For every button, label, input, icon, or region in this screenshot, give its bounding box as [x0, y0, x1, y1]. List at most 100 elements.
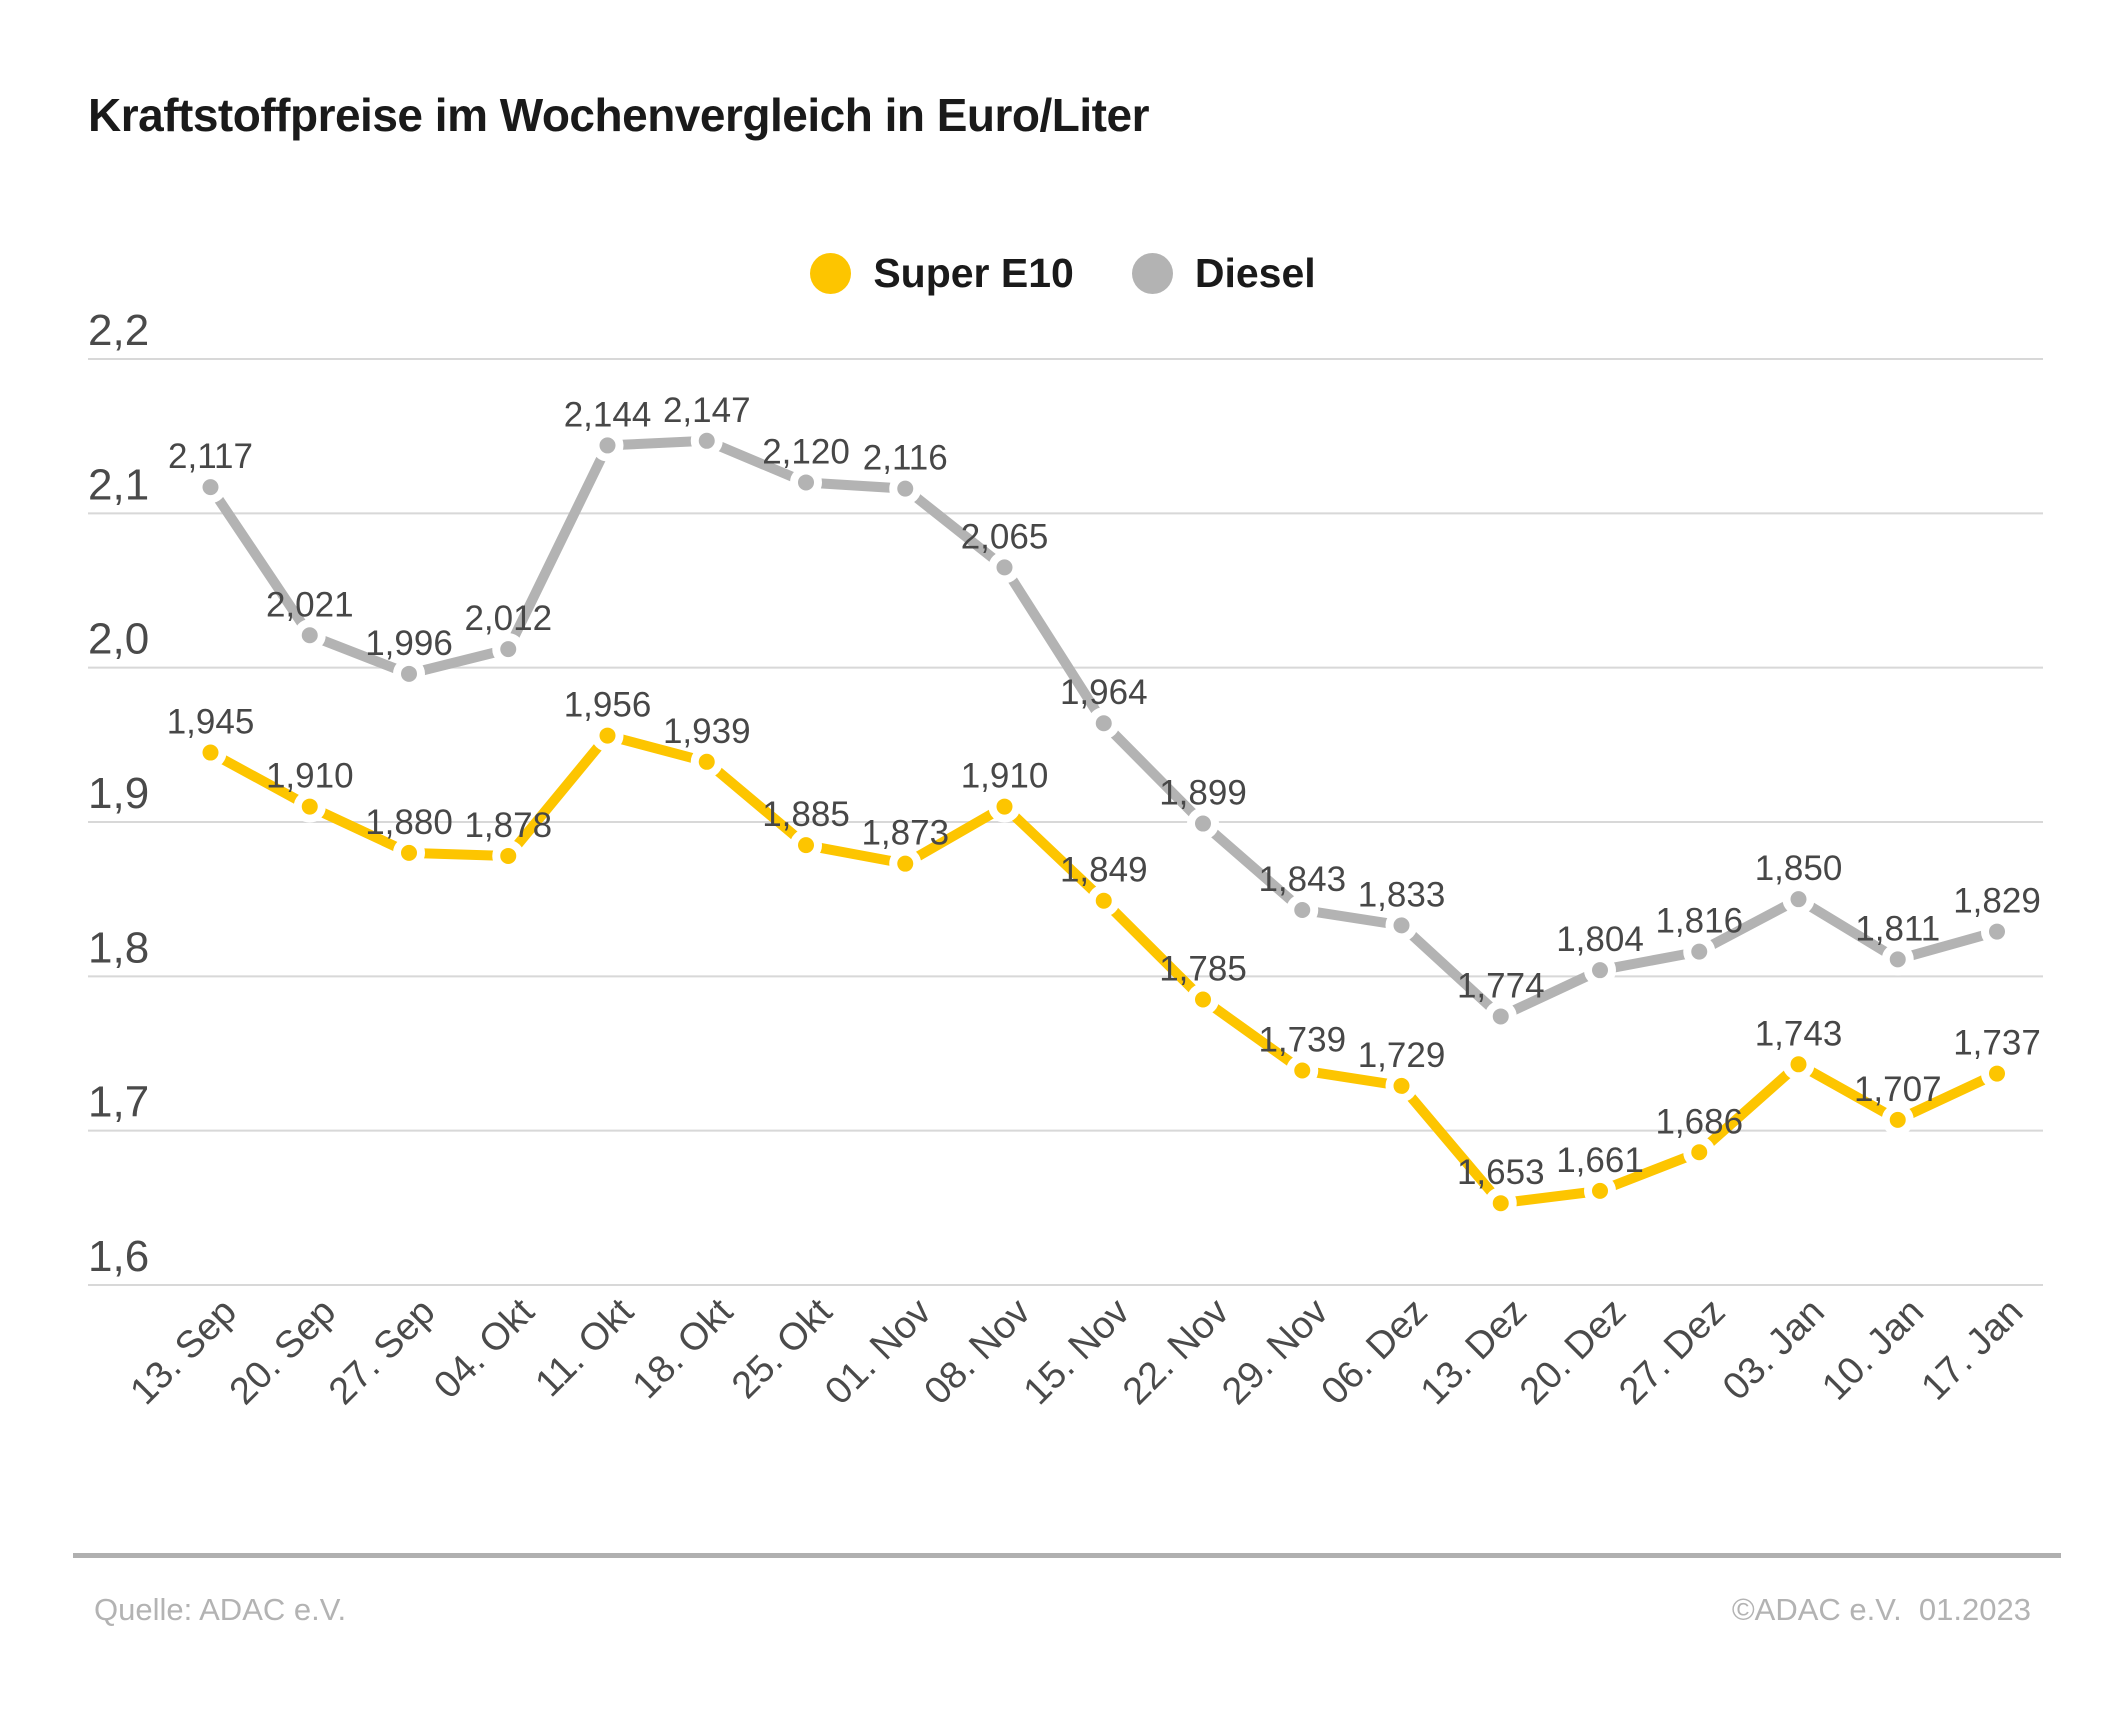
footer-divider: [73, 1553, 2061, 1558]
series-diesel: 2,117 2,021 1,996 2,012 2,144 2,147 2,120 2,116…: [168, 391, 2041, 1033]
data-point-super-e10: [1187, 983, 1219, 1016]
legend-item-diesel: Diesel: [1131, 250, 1316, 297]
x-axis-tick-label: 13. Dez: [1413, 1291, 1535, 1413]
x-axis-tick-label: 27. Sep: [321, 1291, 443, 1413]
data-point-super-e10: [293, 790, 326, 823]
data-point-super-e10: [1286, 1054, 1319, 1087]
x-axis-tick-label: 20. Sep: [222, 1291, 344, 1413]
x-axis-tick-label: 10. Jan: [1814, 1291, 1932, 1409]
data-point-label-super-e10: 1,880: [365, 803, 453, 842]
data-point-label-super-e10: 1,737: [1953, 1024, 2041, 1063]
y-axis-tick-label: 1,7: [88, 1078, 149, 1127]
data-point-label-super-e10: 1,956: [564, 686, 652, 725]
data-point-diesel: [194, 471, 227, 504]
data-point-super-e10: [1881, 1103, 1914, 1136]
source-note: Quelle: ADAC e.V.: [94, 1592, 347, 1627]
data-point-label-super-e10: 1,739: [1258, 1020, 1346, 1059]
data-point-diesel: [492, 633, 525, 666]
data-point-label-diesel: 1,829: [1953, 882, 2041, 921]
x-axis-tick-label: 20. Dez: [1512, 1291, 1634, 1413]
data-point-label-super-e10: 1,686: [1655, 1102, 1743, 1141]
data-point-label-super-e10: 1,849: [1060, 851, 1148, 890]
data-point-label-super-e10: 1,910: [961, 757, 1049, 796]
data-point-label-diesel: 2,065: [961, 517, 1049, 556]
data-point-diesel: [1584, 954, 1616, 987]
legend-label-super-e10: Super E10: [873, 250, 1074, 296]
data-point-super-e10: [690, 745, 723, 778]
x-axis-tick-label: 06. Dez: [1314, 1291, 1436, 1413]
x-axis-tick-label: 03. Jan: [1715, 1291, 1833, 1409]
x-axis-tick-label: 15. Nov: [1016, 1291, 1138, 1413]
y-axis-tick-label: 2,0: [88, 615, 149, 664]
grid-and-y-axis: 2,2 2,1 2,0 1,9 1,8 1,7 1,6: [88, 306, 2043, 1286]
data-point-diesel: [790, 466, 822, 499]
data-point-label-super-e10: 1,743: [1755, 1014, 1843, 1053]
data-point-super-e10: [988, 790, 1021, 823]
data-point-label-diesel: 1,774: [1457, 966, 1545, 1005]
data-point-super-e10: [1584, 1174, 1616, 1207]
data-point-diesel: [1087, 707, 1120, 740]
data-point-super-e10: [1484, 1187, 1517, 1220]
data-point-super-e10: [1087, 884, 1120, 917]
data-point-label-super-e10: 1,939: [663, 712, 751, 751]
x-axis-tick-label: 13. Sep: [123, 1291, 245, 1413]
x-axis-tick-label: 11. Okt: [528, 1290, 643, 1405]
data-point-diesel: [1385, 909, 1418, 942]
data-point-label-diesel: 1,843: [1258, 860, 1346, 899]
chart-title: Kraftstoffpreise im Wochenvergleich in E…: [88, 89, 1149, 141]
data-point-label-diesel: 1,996: [365, 624, 453, 663]
data-point-label-diesel: 1,833: [1358, 875, 1446, 914]
data-point-super-e10: [492, 839, 525, 872]
data-point-label-diesel: 1,899: [1159, 774, 1247, 813]
data-point-diesel: [1187, 807, 1219, 840]
data-point-diesel: [1484, 1000, 1517, 1033]
data-point-super-e10: [1385, 1069, 1418, 1102]
data-point-super-e10: [194, 736, 227, 769]
data-point-label-diesel: 1,811: [1855, 909, 1940, 948]
data-point-diesel: [393, 657, 425, 690]
data-point-label-super-e10: 1,885: [762, 795, 850, 834]
x-axis-tick-label: 22. Nov: [1115, 1291, 1237, 1413]
data-point-label-super-e10: 1,910: [266, 757, 354, 796]
data-point-label-diesel: 1,804: [1556, 920, 1644, 959]
data-point-diesel: [591, 429, 624, 462]
data-point-diesel: [1782, 883, 1815, 916]
y-axis-tick-label: 2,2: [88, 306, 149, 355]
data-point-super-e10: [591, 719, 624, 752]
x-axis-tick-label: 29. Nov: [1214, 1291, 1336, 1413]
y-axis-tick-label: 2,1: [88, 460, 149, 509]
data-point-diesel: [988, 551, 1021, 584]
data-point-label-diesel: 2,021: [266, 585, 354, 624]
copyright-note: ©ADAC e.V. 01.2023: [1731, 1592, 2031, 1627]
data-point-label-super-e10: 1,653: [1457, 1153, 1545, 1192]
data-point-super-e10: [393, 836, 425, 869]
data-point-label-super-e10: 1,945: [167, 703, 255, 742]
chart-legend: Super E10 Diesel: [0, 250, 2126, 297]
series-super-e10: 1,945 1,910 1,880 1,878 1,956 1,939 1,885 1,873…: [167, 686, 2041, 1220]
data-point-label-diesel: 2,144: [564, 395, 652, 434]
y-axis-tick-label: 1,8: [88, 923, 149, 972]
data-point-label-diesel: 2,012: [464, 599, 552, 638]
data-point-diesel: [889, 472, 922, 505]
data-point-label-diesel: 1,850: [1755, 849, 1843, 888]
y-axis-tick-label: 1,6: [88, 1232, 149, 1281]
data-point-label-diesel: 2,116: [863, 439, 948, 478]
data-point-label-super-e10: 1,785: [1159, 949, 1247, 988]
legend-label-diesel: Diesel: [1194, 250, 1316, 296]
y-axis-tick-label: 1,9: [88, 769, 149, 818]
x-axis-tick-label: 04. Okt: [426, 1290, 543, 1407]
data-point-label-diesel: 2,117: [168, 437, 253, 476]
data-point-diesel: [1286, 893, 1319, 926]
data-point-super-e10: [1683, 1136, 1716, 1169]
data-point-super-e10: [889, 847, 922, 880]
data-point-diesel: [1881, 943, 1914, 976]
legend-swatch-diesel-icon: [1131, 253, 1173, 294]
data-point-super-e10: [1981, 1057, 2013, 1090]
x-axis-tick-label: 18. Okt: [625, 1290, 742, 1407]
data-point-super-e10: [790, 829, 822, 862]
data-point-label-super-e10: 1,707: [1854, 1070, 1942, 1109]
data-point-diesel: [1683, 935, 1716, 968]
data-point-super-e10: [1782, 1048, 1815, 1081]
